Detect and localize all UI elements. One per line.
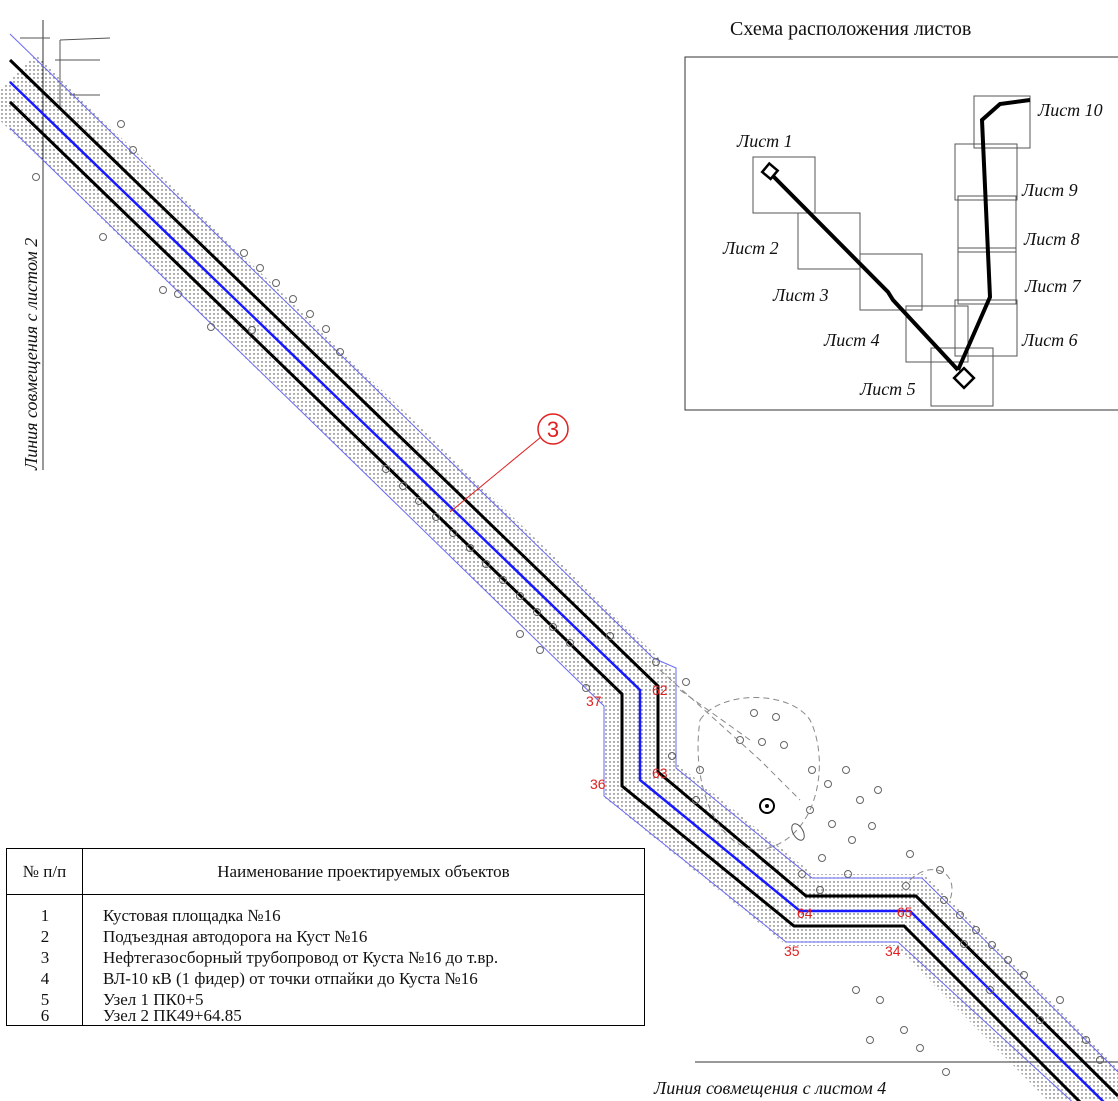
legend-row-name: Нефтегазосборный трубопровод от Куста №1…: [103, 948, 499, 967]
sheet-scheme-title: Схема расположения листов: [730, 18, 972, 40]
sheet-label: Лист 4: [823, 330, 880, 350]
legend-row: 2 Подъездная автодорога на Куст №16: [7, 926, 644, 947]
legend-table: № п/п Наименование проектируемых объекто…: [6, 848, 645, 1026]
legend-header: № п/п Наименование проектируемых объекто…: [7, 849, 644, 895]
bottom-match-line-label: Линия совмещения с листом 4: [653, 1078, 886, 1098]
route-axis: [9, 81, 1105, 1101]
legend-row-num: 4: [40, 969, 50, 988]
legend-row-name: Подъездная автодорога на Куст №16: [103, 927, 368, 946]
legend-column-divider: [82, 895, 83, 1025]
point-label: 34: [885, 943, 901, 959]
left-match-line-label: Линия совмещения с листом 2: [21, 238, 41, 471]
legend-row-name: Узел 1 ПК0+5: [103, 990, 204, 1009]
callout-3: 3: [449, 413, 569, 513]
legend-row: 4 ВЛ-10 кВ (1 фидер) от точки отпайки до…: [7, 968, 644, 989]
legend-row-num: 5: [40, 990, 50, 1009]
point-label: 62: [652, 682, 668, 698]
point-label: 65: [897, 904, 913, 920]
legend-row: 6 Узел 2 ПК49+64.85: [7, 1005, 644, 1026]
point-label: 63: [652, 765, 668, 781]
sheet-label: Лист 10: [1037, 100, 1103, 120]
point-label: 64: [797, 905, 813, 921]
point-label: 36: [590, 776, 606, 792]
legend-row: 3 Нефтегазосборный трубопровод от Куста …: [7, 947, 644, 968]
sheet-label: Лист 6: [1021, 330, 1078, 350]
sheet-label: Лист 5: [859, 379, 916, 399]
legend-row-num: 3: [40, 948, 50, 967]
sheet-label: Лист 8: [1023, 229, 1080, 249]
legend-row-name: ВЛ-10 кВ (1 фидер) от точки отпайки до К…: [103, 969, 478, 988]
sheet-scheme: Лист 1 Лист 2 Лист 3 Лист 4 Лист 5 Лист …: [684, 56, 1118, 411]
sheet-scheme-frame: [684, 56, 1118, 411]
sheet-label: Лист 2: [722, 238, 779, 258]
legend-row-num: 2: [40, 927, 50, 946]
point-label: 35: [784, 943, 800, 959]
legend-row-num: 6: [40, 1006, 50, 1025]
sheet-label: Лист 9: [1021, 180, 1078, 200]
route-lines: [8, 58, 1118, 1101]
sheet-label: Лист 3: [772, 285, 829, 305]
point-label: 37: [586, 693, 602, 709]
sheet-label: Лист 1: [736, 131, 793, 151]
legend-row-name: Кустовая площадка №16: [103, 906, 281, 925]
terrain-symbols: [32, 120, 1104, 1076]
sheet-label: Лист 7: [1024, 276, 1082, 296]
well-symbol: [759, 798, 805, 841]
corridor-boundaries: [9, 33, 1118, 1101]
legend-header-num: № п/п: [7, 849, 83, 895]
legend-row-name: Узел 2 ПК49+64.85: [103, 1006, 242, 1025]
legend-row-num: 1: [40, 906, 50, 925]
legend-row: 5 Узел 1 ПК0+5: [7, 989, 644, 1010]
existing-site-outlines: [659, 669, 953, 901]
legend-row: 1 Кустовая площадка №16: [7, 905, 644, 926]
legend-header-name: Наименование проектируемых объектов: [217, 862, 510, 881]
callout-number: 3: [547, 417, 559, 442]
